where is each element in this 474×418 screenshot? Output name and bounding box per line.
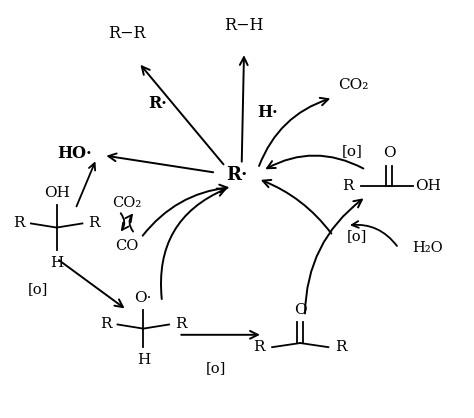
Text: CO₂: CO₂ [112,196,142,210]
Text: R: R [89,217,100,230]
Text: CO: CO [115,239,138,253]
Text: O·: O· [135,291,152,305]
Text: R: R [100,318,111,331]
FancyArrowPatch shape [109,153,213,172]
Text: HO·: HO· [57,145,92,162]
Text: OH: OH [415,179,441,193]
Text: H: H [50,255,63,270]
Text: R: R [336,340,347,354]
Text: [o]: [o] [27,283,48,296]
FancyArrowPatch shape [352,221,397,246]
Text: [o]: [o] [346,229,367,243]
Text: [o]: [o] [206,361,226,375]
FancyArrowPatch shape [143,185,228,236]
FancyArrowPatch shape [76,163,95,206]
Text: R: R [175,318,187,331]
Text: R: R [254,340,265,354]
FancyArrowPatch shape [125,215,133,232]
Text: H·: H· [257,104,278,120]
FancyArrowPatch shape [142,66,224,164]
FancyArrowPatch shape [267,155,364,168]
Text: R·: R· [226,166,248,184]
Text: R·: R· [148,95,167,112]
Text: OH: OH [44,186,70,199]
Text: R−R: R−R [108,25,146,42]
FancyArrowPatch shape [121,213,128,230]
FancyArrowPatch shape [181,331,258,339]
FancyArrowPatch shape [240,57,247,162]
Text: H₂O: H₂O [413,241,443,255]
FancyArrowPatch shape [263,180,331,234]
Text: R: R [343,179,354,193]
FancyArrowPatch shape [59,260,123,307]
FancyArrowPatch shape [161,189,226,299]
Text: [o]: [o] [341,144,362,158]
Text: O: O [294,303,307,317]
Text: R: R [13,217,25,230]
Text: R−H: R−H [224,17,264,34]
Text: O: O [383,146,396,161]
Text: CO₂: CO₂ [337,78,368,92]
FancyArrowPatch shape [305,200,362,314]
FancyArrowPatch shape [259,98,328,166]
Text: H: H [137,352,150,367]
